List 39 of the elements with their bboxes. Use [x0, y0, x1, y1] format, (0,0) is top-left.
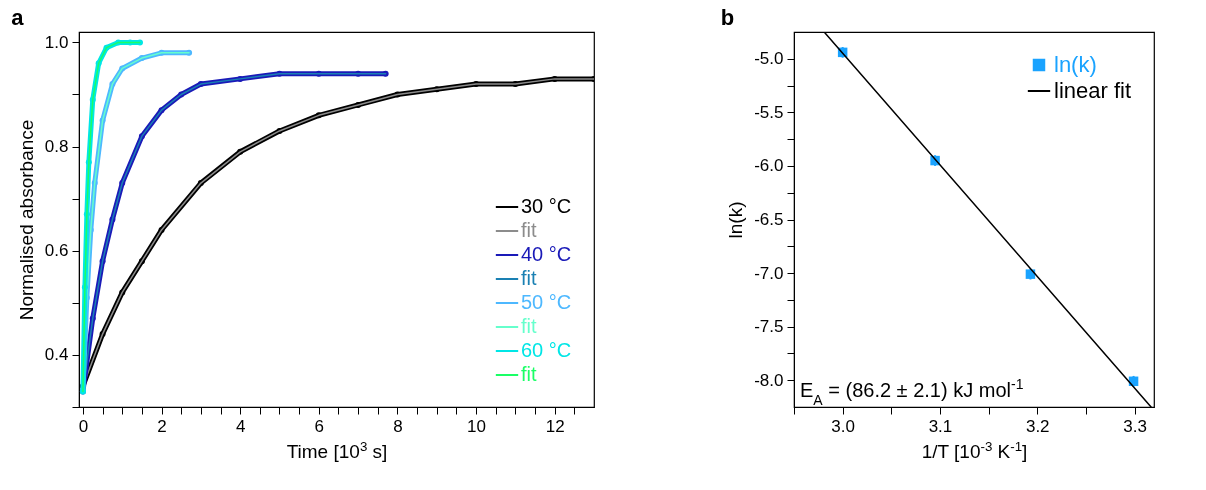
x-tick-label: 10	[467, 416, 487, 436]
x-tick-label: 12	[545, 416, 565, 436]
y-tick-label: -5.0	[754, 49, 784, 69]
annotation: E$_{A}$ = (86.2 ± 2.1) kJ mol$^{-1}$	[800, 376, 1024, 408]
legend-label: fit	[521, 363, 537, 385]
x-axis-title: 1/T [10$^{-3}$ K$^{-1}$]	[921, 438, 1028, 462]
x-tick-label: 4	[235, 416, 246, 436]
x-tick-label: 3.1	[928, 416, 953, 436]
y-axis-title: ln(k)	[725, 201, 747, 239]
x-tick-label: 3.0	[831, 416, 855, 436]
chart-title: b	[720, 5, 735, 30]
y-tick-label: 0.4	[44, 345, 69, 365]
y-tick-label: -6.5	[754, 210, 784, 229]
legend-label: 60 °C	[521, 339, 572, 361]
y-axis-title: Normalised absorbance	[15, 119, 37, 321]
legend-label: fit	[521, 267, 537, 289]
y-tick-label: 0.8	[44, 137, 69, 157]
legend-label: 40 °C	[521, 243, 572, 265]
legend-label: linear fit	[1054, 78, 1132, 103]
y-tick-label: 0.6	[44, 241, 69, 261]
y-tick-label: 1.0	[44, 32, 69, 52]
x-tick-label: 8	[393, 416, 403, 436]
chart-title: a	[11, 5, 25, 30]
y-tick-label: -5.5	[754, 102, 784, 122]
x-axis-title: Time [10$^{3}$ s]	[286, 438, 388, 462]
y-tick-label: -6.0	[754, 156, 784, 176]
x-tick-label: 2	[157, 416, 167, 436]
x-tick-label: 3.2	[1025, 416, 1050, 436]
y-tick-label: -7.0	[754, 263, 784, 283]
legend-label: 50 °C	[521, 291, 572, 313]
legend-label: fit	[521, 315, 537, 337]
legend-label: 30 °C	[521, 195, 572, 217]
x-tick-label: 0	[78, 416, 89, 436]
x-tick-label: 6	[314, 416, 325, 436]
x-tick-label: 3.3	[1123, 416, 1147, 436]
legend-label: fit	[521, 219, 537, 241]
y-tick-label: -7.5	[754, 317, 784, 337]
legend-label: ln(k)	[1054, 52, 1097, 77]
y-tick-label: -8.0	[754, 370, 784, 390]
